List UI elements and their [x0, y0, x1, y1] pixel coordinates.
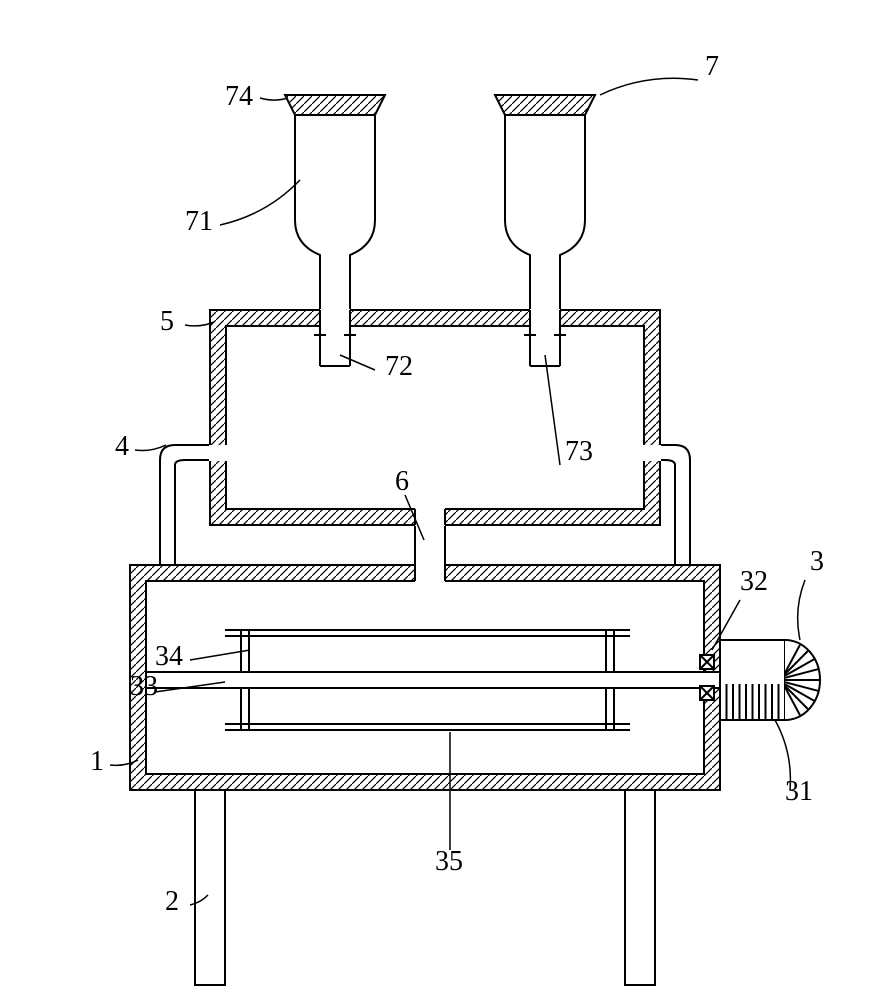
label-L74: 74 — [225, 81, 253, 112]
label-L73: 73 — [565, 436, 593, 467]
label-L71: 71 — [185, 206, 213, 237]
label-L31: 31 — [785, 776, 813, 807]
label-L32: 32 — [740, 566, 768, 597]
label-L2: 2 — [165, 886, 179, 917]
label-L35: 35 — [435, 846, 463, 877]
leader-L7 — [600, 78, 698, 95]
label-L1: 1 — [90, 746, 104, 777]
leg-left — [195, 790, 225, 985]
leg-right — [625, 790, 655, 985]
funnel-left-flange — [285, 95, 385, 115]
leader-L71 — [220, 180, 300, 225]
label-L34: 34 — [155, 641, 183, 672]
leader-L74 — [260, 98, 288, 100]
label-L6: 6 — [395, 466, 409, 497]
label-L7: 7 — [705, 51, 719, 82]
lower-chamber — [146, 581, 704, 774]
funnel-right-flange — [495, 95, 595, 115]
label-L4: 4 — [115, 431, 129, 462]
leader-L3 — [798, 580, 805, 640]
leader-L4 — [135, 445, 166, 450]
label-L33: 33 — [130, 671, 158, 702]
label-L72: 72 — [385, 351, 413, 382]
label-L5: 5 — [160, 306, 174, 337]
label-L3: 3 — [810, 546, 824, 577]
